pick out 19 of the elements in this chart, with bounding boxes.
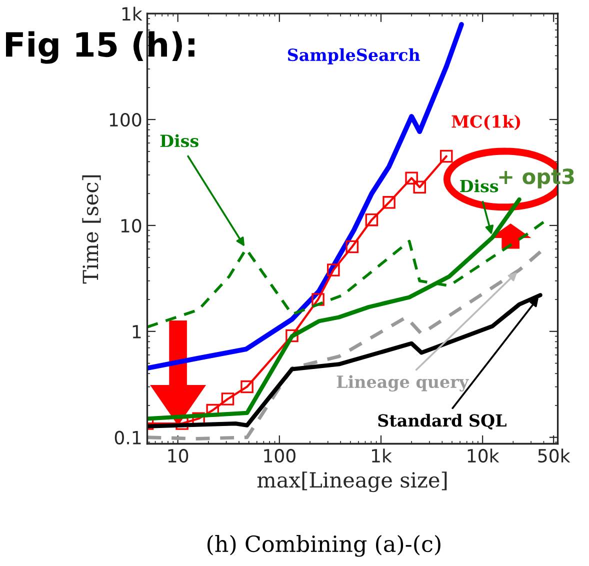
text: Diss [160, 134, 198, 148]
y-tick-label: 0.1 [114, 430, 141, 444]
text: Standard SQL [378, 414, 506, 430]
series-label: MC(1k) [452, 114, 520, 130]
y-tick-label: 10 [121, 218, 142, 233]
x-tick-label: 50k [538, 448, 570, 463]
series-label: Lineage query [336, 375, 469, 392]
y-axis-title: Time [sec] [82, 175, 101, 284]
x-axis-title: max[Lineage size] [257, 472, 447, 492]
text: (h) Combining (a)-(c) [208, 534, 440, 557]
y-tick-label: 1k [122, 6, 142, 20]
series-label: Diss [460, 179, 498, 192]
x-tick-label: 1k [372, 448, 392, 462]
x-tick-label: 100 [264, 448, 296, 463]
x-tick-label: 10 [168, 448, 188, 463]
y-tick-label: 1 [132, 325, 141, 338]
x-tick-label: 10k [468, 448, 500, 463]
y-tick-label: 100 [110, 112, 142, 127]
series-label: SampleSearch [288, 48, 420, 64]
